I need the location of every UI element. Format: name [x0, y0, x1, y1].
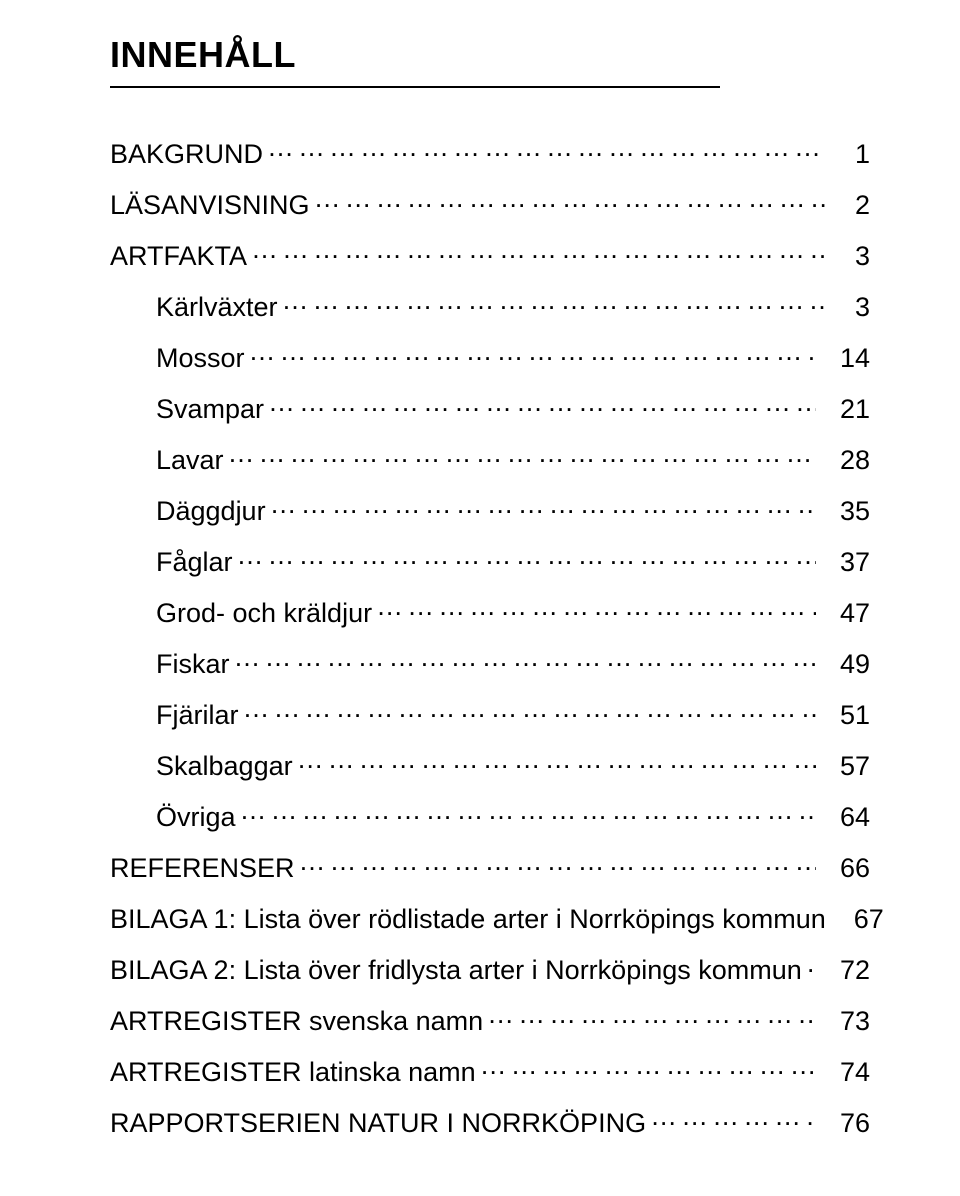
toc-row: Skalbaggar 57	[110, 748, 870, 782]
toc-page-number: 66	[820, 853, 870, 884]
toc-page-number: 1	[830, 139, 870, 170]
toc-leader-dots	[487, 1003, 816, 1030]
toc-entry-label: Skalbaggar	[156, 751, 293, 782]
toc-entry-label: Fjärilar	[156, 700, 239, 731]
toc-page-number: 14	[820, 343, 870, 374]
toc-leader-dots	[249, 340, 816, 367]
toc-leader-dots	[282, 289, 826, 316]
toc-page-number: 35	[820, 496, 870, 527]
toc-leader-dots	[234, 646, 817, 673]
toc-row: ARTREGISTER svenska namn 73	[110, 1003, 870, 1037]
page-title: INNEHÅLL	[110, 34, 870, 76]
toc-row: BILAGA 1: Lista över rödlistade arter i …	[110, 901, 870, 935]
toc-entry-label: Kärlväxter	[156, 292, 278, 323]
toc-entry-label: Däggdjur	[156, 496, 266, 527]
toc-page-number: 73	[820, 1006, 870, 1037]
toc-page-number: 74	[820, 1057, 870, 1088]
toc-entry-label: ARTREGISTER latinska namn	[110, 1057, 476, 1088]
toc-entry-label: BILAGA 1: Lista över rödlistade arter i …	[110, 904, 826, 935]
toc-leader-dots	[270, 493, 816, 520]
title-underline	[110, 86, 720, 88]
toc-leader-dots	[806, 952, 816, 979]
toc-row: RAPPORTSERIEN NATUR I NORRKÖPING 76	[110, 1105, 870, 1139]
toc-row: Fåglar 37	[110, 544, 870, 578]
toc-row: Mossor 14	[110, 340, 870, 374]
toc-leader-dots	[650, 1105, 816, 1132]
toc-page-number: 49	[820, 649, 870, 680]
toc-leader-dots	[243, 697, 816, 724]
toc-leader-dots	[240, 799, 816, 826]
toc-leader-dots	[268, 391, 816, 418]
toc-row: LÄSANVISNING 2	[110, 187, 870, 221]
toc-row: Övriga 64	[110, 799, 870, 833]
toc-page-number: 51	[820, 700, 870, 731]
toc-entry-label: Mossor	[156, 343, 245, 374]
toc-row: Grod- och kräldjur 47	[110, 595, 870, 629]
document-page: INNEHÅLL BAKGRUND 1 LÄSANVISNING 2 ARTFAKTA 3…	[0, 0, 960, 1196]
toc-page-number: 28	[820, 445, 870, 476]
toc-row: Kärlväxter 3	[110, 289, 870, 323]
toc-leader-dots	[376, 595, 816, 622]
table-of-contents: BAKGRUND1LÄSANVISNING2ARTFAKTA3Kärlväxte…	[110, 136, 870, 1139]
toc-page-number: 2	[830, 190, 870, 221]
toc-leader-dots	[228, 442, 816, 469]
toc-row: BILAGA 2: Lista över fridlysta arter i N…	[110, 952, 870, 986]
toc-entry-label: LÄSANVISNING	[110, 190, 310, 221]
toc-entry-label: Fiskar	[156, 649, 230, 680]
toc-row: ARTFAKTA 3	[110, 238, 870, 272]
toc-row: REFERENSER 66	[110, 850, 870, 884]
toc-page-number: 67	[834, 904, 884, 935]
toc-row: Svampar 21	[110, 391, 870, 425]
toc-page-number: 47	[820, 598, 870, 629]
toc-entry-label: ARTFAKTA	[110, 241, 247, 272]
toc-leader-dots	[237, 544, 816, 571]
toc-row: BAKGRUND 1	[110, 136, 870, 170]
toc-entry-label: BILAGA 2: Lista över fridlysta arter i N…	[110, 955, 802, 986]
toc-entry-label: BAKGRUND	[110, 139, 263, 170]
toc-row: Däggdjur 35	[110, 493, 870, 527]
toc-row: ARTREGISTER latinska namn 74	[110, 1054, 870, 1088]
toc-entry-label: REFERENSER	[110, 853, 295, 884]
toc-entry-label: ARTREGISTER svenska namn	[110, 1006, 483, 1037]
toc-entry-label: Grod- och kräldjur	[156, 598, 372, 629]
toc-page-number: 72	[820, 955, 870, 986]
toc-page-number: 21	[820, 394, 870, 425]
toc-row: Fiskar 49	[110, 646, 870, 680]
toc-entry-label: Lavar	[156, 445, 224, 476]
toc-page-number: 3	[830, 292, 870, 323]
toc-leader-dots	[480, 1054, 816, 1081]
toc-entry-label: RAPPORTSERIEN NATUR I NORRKÖPING	[110, 1108, 646, 1139]
toc-row: Lavar 28	[110, 442, 870, 476]
toc-leader-dots	[297, 748, 816, 775]
toc-page-number: 76	[820, 1108, 870, 1139]
toc-leader-dots	[314, 187, 826, 214]
toc-leader-dots	[251, 238, 826, 265]
toc-page-number: 3	[830, 241, 870, 272]
toc-entry-label: Fåglar	[156, 547, 233, 578]
toc-entry-label: Övriga	[156, 802, 236, 833]
toc-page-number: 64	[820, 802, 870, 833]
toc-leader-dots	[267, 136, 826, 163]
toc-page-number: 37	[820, 547, 870, 578]
toc-leader-dots	[299, 850, 816, 877]
toc-row: Fjärilar 51	[110, 697, 870, 731]
toc-page-number: 57	[820, 751, 870, 782]
toc-entry-label: Svampar	[156, 394, 264, 425]
